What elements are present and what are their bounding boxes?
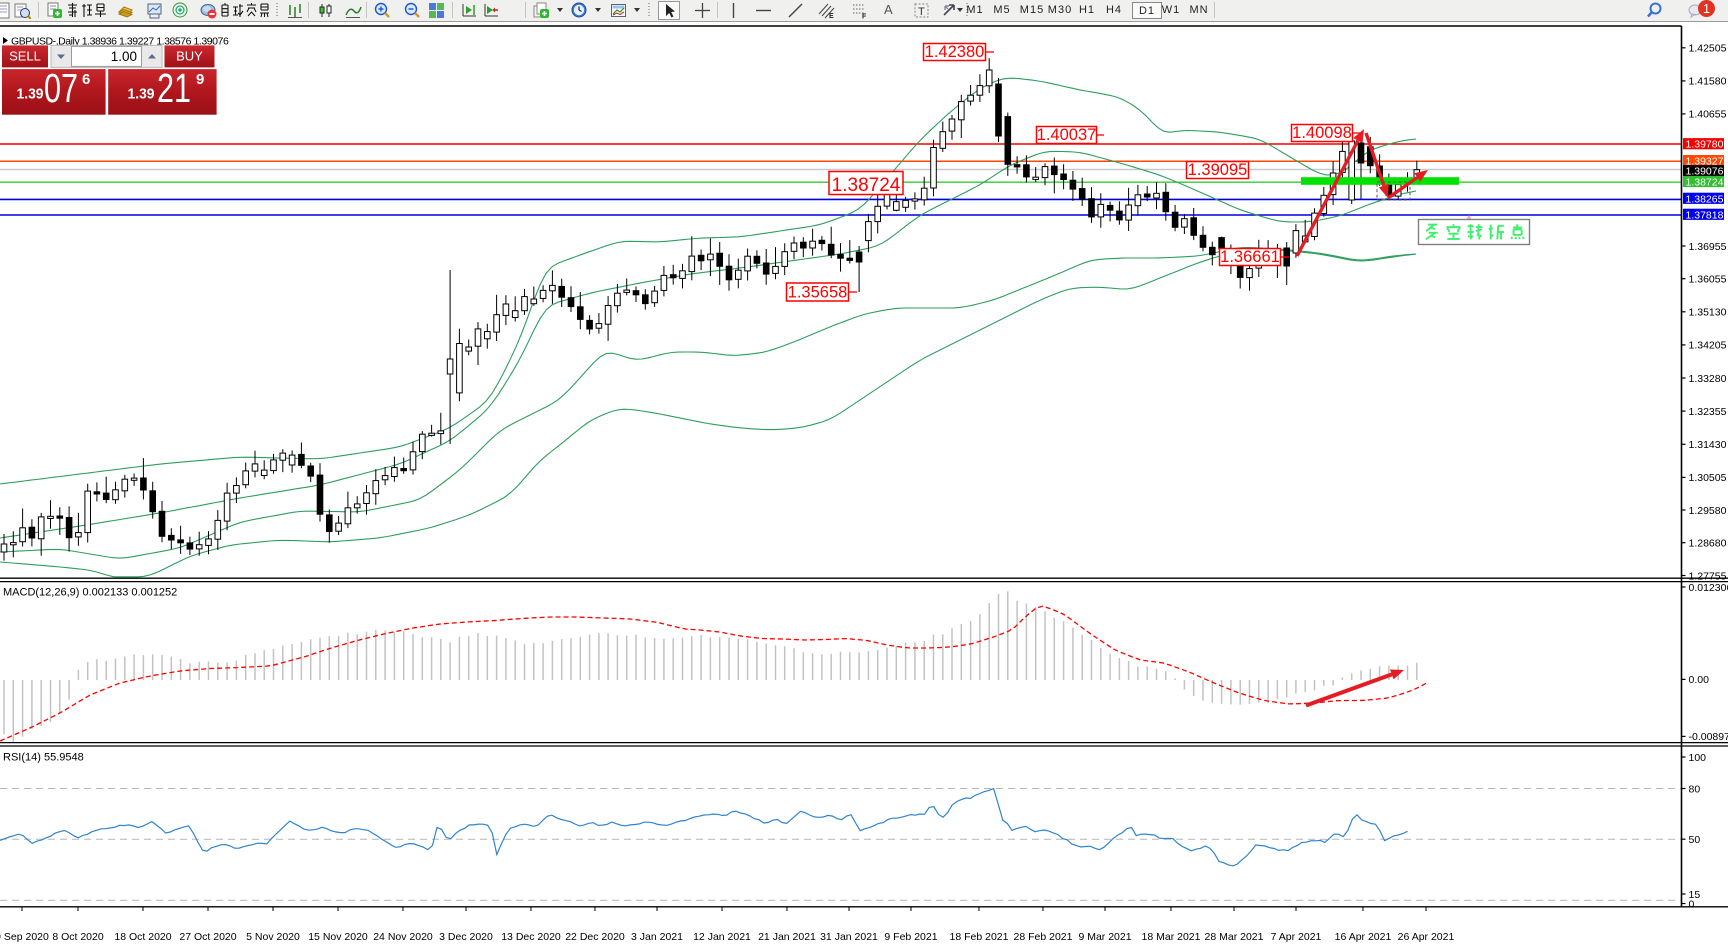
- svg-text:1.33280: 1.33280: [1689, 373, 1727, 385]
- svg-text:15: 15: [1689, 889, 1701, 901]
- svg-text:9 Feb 2021: 9 Feb 2021: [884, 931, 937, 943]
- svg-text:1.39327: 1.39327: [1686, 156, 1724, 168]
- svg-text:1.40098: 1.40098: [1292, 124, 1352, 142]
- svg-text:15 Nov 2020: 15 Nov 2020: [308, 931, 368, 943]
- svg-text:GBPUSD-,Daily 1.38936 1.39227: GBPUSD-,Daily 1.38936 1.39227 1.38576 1.…: [11, 36, 229, 48]
- svg-text:12 Jan 2021: 12 Jan 2021: [693, 931, 751, 943]
- svg-text:28 Mar 2021: 28 Mar 2021: [1205, 931, 1264, 943]
- svg-text:1.42505: 1.42505: [1689, 43, 1727, 55]
- svg-text:1.38724: 1.38724: [832, 175, 901, 196]
- svg-text:1.38265: 1.38265: [1686, 193, 1724, 205]
- svg-text:1.28680: 1.28680: [1689, 538, 1727, 550]
- svg-text:5 Nov 2020: 5 Nov 2020: [246, 931, 300, 943]
- svg-text:24 Nov 2020: 24 Nov 2020: [373, 931, 433, 943]
- svg-text:T: T: [918, 6, 925, 18]
- svg-text:1.32355: 1.32355: [1689, 406, 1727, 418]
- svg-text:RSI(14) 55.9548: RSI(14) 55.9548: [3, 752, 84, 764]
- svg-text:1.34205: 1.34205: [1689, 340, 1727, 352]
- svg-text:1.36055: 1.36055: [1689, 274, 1727, 286]
- svg-text:1.39: 1.39: [17, 86, 44, 103]
- svg-text:3 Jan 2021: 3 Jan 2021: [631, 931, 683, 943]
- svg-text:BUY: BUY: [176, 49, 203, 64]
- svg-text:80: 80: [1689, 783, 1701, 795]
- svg-text:0: 0: [1689, 898, 1695, 910]
- svg-text:1.00: 1.00: [111, 49, 137, 64]
- svg-text:1.37818: 1.37818: [1686, 209, 1724, 221]
- svg-text:1.38724: 1.38724: [1686, 177, 1724, 189]
- svg-text:0.00: 0.00: [1689, 674, 1710, 686]
- svg-text:7 Apr 2021: 7 Apr 2021: [1271, 931, 1322, 943]
- svg-text:22 Dec 2020: 22 Dec 2020: [565, 931, 625, 943]
- svg-text:31 Jan 2021: 31 Jan 2021: [820, 931, 878, 943]
- svg-text:1.27755: 1.27755: [1689, 570, 1727, 582]
- svg-text:1.35130: 1.35130: [1689, 307, 1727, 319]
- svg-text:8 Oct 2020: 8 Oct 2020: [52, 931, 104, 943]
- svg-text:21 Jan 2021: 21 Jan 2021: [758, 931, 816, 943]
- svg-text:1.29580: 1.29580: [1689, 505, 1727, 517]
- svg-text:MACD(12,26,9) 0.002133 0.00125: MACD(12,26,9) 0.002133 0.001252: [3, 587, 177, 599]
- svg-text:1.40037: 1.40037: [1037, 126, 1097, 144]
- svg-text:1.39095: 1.39095: [1188, 161, 1248, 179]
- svg-text:1.39: 1.39: [128, 86, 155, 103]
- svg-text:3 Dec 2020: 3 Dec 2020: [439, 931, 493, 943]
- svg-text:13 Dec 2020: 13 Dec 2020: [501, 931, 561, 943]
- svg-text:9: 9: [196, 71, 204, 88]
- svg-text:100: 100: [1689, 752, 1707, 764]
- svg-text:0.012306: 0.012306: [1689, 582, 1728, 594]
- svg-text:6: 6: [82, 71, 90, 88]
- svg-text:1.39780: 1.39780: [1686, 139, 1724, 151]
- svg-text:1.41580: 1.41580: [1689, 76, 1727, 88]
- svg-text:1.36955: 1.36955: [1689, 241, 1727, 253]
- svg-text:50: 50: [1689, 834, 1701, 846]
- svg-text:1.40655: 1.40655: [1689, 109, 1727, 121]
- svg-text:9 Sep 2020: 9 Sep 2020: [0, 931, 49, 943]
- svg-text:9 Mar 2021: 9 Mar 2021: [1078, 931, 1131, 943]
- svg-text:1.30505: 1.30505: [1689, 472, 1727, 484]
- svg-text:21: 21: [157, 65, 191, 111]
- svg-text:18 Feb 2021: 18 Feb 2021: [950, 931, 1009, 943]
- svg-text:28 Feb 2021: 28 Feb 2021: [1014, 931, 1073, 943]
- svg-text:1.35658: 1.35658: [788, 284, 848, 302]
- svg-text:27 Oct 2020: 27 Oct 2020: [179, 931, 236, 943]
- svg-text:07: 07: [44, 65, 78, 111]
- svg-text:18 Mar 2021: 18 Mar 2021: [1142, 931, 1201, 943]
- svg-text:1.36661: 1.36661: [1220, 248, 1280, 266]
- svg-text:1.31430: 1.31430: [1689, 439, 1727, 451]
- svg-text:26 Apr 2021: 26 Apr 2021: [1398, 931, 1455, 943]
- svg-text:F: F: [862, 14, 867, 20]
- svg-text:SELL: SELL: [9, 49, 41, 64]
- svg-text:1.42380: 1.42380: [925, 43, 985, 61]
- svg-text:1.39076: 1.39076: [1686, 166, 1724, 178]
- svg-text:18 Oct 2020: 18 Oct 2020: [114, 931, 171, 943]
- svg-text:16 Apr 2021: 16 Apr 2021: [1335, 931, 1392, 943]
- svg-text:E: E: [829, 13, 834, 19]
